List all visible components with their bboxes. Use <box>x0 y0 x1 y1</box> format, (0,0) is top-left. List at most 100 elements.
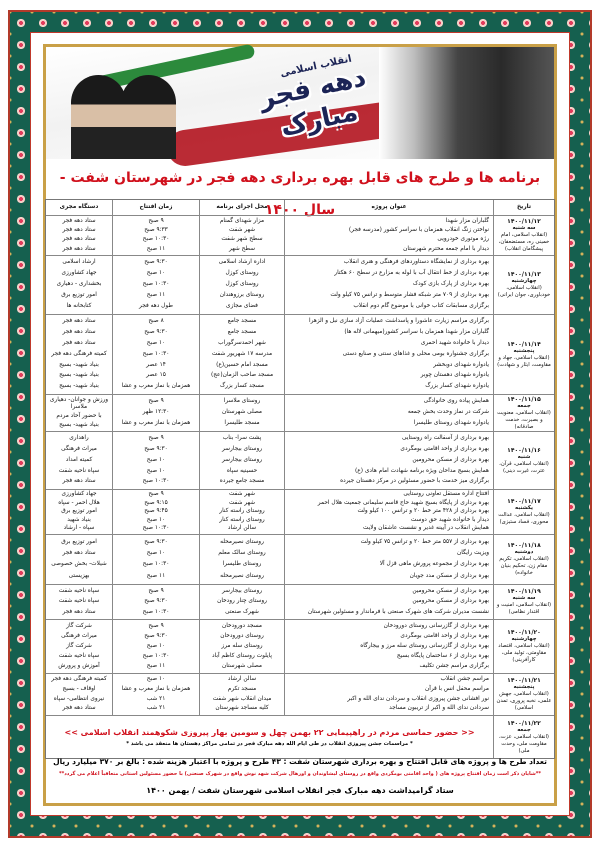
organizer: میراث فرهنگی <box>61 632 97 639</box>
march-announcement: << حضور حماسی مردم در راهپیمایی ۲۲ بهمن … <box>64 727 475 737</box>
project-title: بهره برداری از آسفالت راه روستایی <box>402 435 489 442</box>
day-row: ۱۴۰۰/۱۱/۲۱ پنجشنبه (انقلاب اسلامی، جهش علم… <box>46 673 554 715</box>
opening-time: همزمان با نماز مغرب و عشا <box>121 685 191 692</box>
location: میدان انقلاب شهر شفت <box>212 695 272 702</box>
project-title: نواختن زنگ انقلاب همزمان با سراسر کشور (… <box>348 227 489 234</box>
organizer-cell: امور توزیع برق ستاد دهه فجر شیلات- بخش خصو… <box>46 535 112 584</box>
organizer: ستاد دهه فجر <box>62 339 96 346</box>
date-cell: ۱۴۰۰/۱۱/۱۲ سه شنبه (انقلاب اسلامی، امام خم… <box>493 216 554 255</box>
project-title: بهره برداری از نمایشگاه دستاوردهای فرهنگ… <box>343 259 489 266</box>
project-title: برگزاری مراسم زیارت عاشورا و پاسداشت عمل… <box>308 318 489 325</box>
location: شهر شفت <box>228 491 256 498</box>
opening-time-cell: ۸ صبح ۹:۳۰ صبح ۱۰ صبح ۱۰:۳۰ صبح ۱۴ عصر ۱۵ عصر… <box>112 315 199 394</box>
day-row: ۱۴۰۰/۱۱/۱۳ چهارشنبه (انقلاب اسلامی، خودباو… <box>46 255 554 314</box>
day-theme: (انقلاب اسلامی، امام خمینی ره، مستضعفان،… <box>498 232 550 252</box>
day-theme: (انقلاب اسلامی، خودباوری، جوان ایرانی) <box>497 285 551 298</box>
organizer-cell: ستاد دهه فجر ستاد دهه فجر ستاد دهه فجر کمیت… <box>46 315 112 394</box>
day-row: ۱۴۰۰/۱۱/۱۲ سه شنبه (انقلاب اسلامی، امام خم… <box>46 215 554 255</box>
date-value: ۱۴۰۰/۱۱/۱۷ <box>507 498 541 505</box>
date-value: ۱۴۰۰/۱۱/۲۱ <box>507 677 541 684</box>
day-theme: (انقلاب اسلامی، جهاد و مقاومت، ایثار و ش… <box>497 354 551 368</box>
organizer: ستاد دهه فجر <box>62 318 96 325</box>
location: مسجد صاحب الزمان(عج) <box>210 372 274 379</box>
location: روستای کوزل <box>225 281 259 288</box>
note-text: **شایان ذکر است زمان افتتاح پروژه های ( … <box>58 771 541 777</box>
gold-frame <box>43 44 557 806</box>
weekday: شنبه <box>517 453 531 460</box>
project-title: نور افشانی جشن پیروزی انقلاب و سردادن ند… <box>347 695 489 702</box>
date-value: ۱۴۰۰/۱۱/۱۸ <box>507 542 541 549</box>
organizer: سپاه ناحیه شفت <box>58 598 100 605</box>
day-row: ۱۴۰۰/۱۱/۱۶ شنبه (انقلاب اسلامی، قرآن، عترت… <box>46 431 554 489</box>
location: اداره ارشاد اسلامی <box>218 259 266 266</box>
organizer: سپاه ناحیه شفت <box>58 587 100 594</box>
historical-photo <box>379 47 554 159</box>
organizer: امور توزیع برق <box>61 508 97 515</box>
location: مزار شهدای گمنام <box>219 217 265 224</box>
date-cell: ۱۴۰۰/۱۱/۱۵ جمعه (انقلاب اسلامی، معنویت و ب… <box>493 395 554 431</box>
project-title: بهره برداری از واحد اقامتی بومگردی <box>400 446 489 452</box>
organizer: آموزش و پرورش <box>58 662 100 669</box>
location: روستای دورودخان <box>220 632 264 639</box>
location-cell: پشت سرا- بناب روستای بیجارسر روستای بیجارس… <box>199 432 284 489</box>
weekday: دوشنبه <box>514 549 534 555</box>
opening-time: ۱۰:۳۰ صبح <box>142 561 170 568</box>
weekday: پنجشنبه <box>513 347 535 354</box>
project-title: دیدار با امام جمعه محترم شهرستان <box>403 245 489 252</box>
project-title: بهره برداری از خط انتقال آب با لوله به م… <box>334 270 489 277</box>
opening-time-cell: ۱۰ صبح همزمان با نماز مغرب و عشا ۲۱ شب ۲۱ ش… <box>112 674 199 715</box>
day-row: ۱۴۰۰/۱۱/۱۸ دوشنبه (انقلاب اسلامی، تکریم مق… <box>46 534 554 584</box>
opening-time: ۱۰ صبح <box>146 339 166 346</box>
project-title: یادواره شهدای دهستان چوبر <box>420 372 489 379</box>
project-title: گلباران مزار شهدا <box>445 217 489 224</box>
opening-time: ۹:۳۳ صبح <box>144 227 168 234</box>
weekday: جمعه <box>517 402 531 409</box>
project-title: بهره برداری از مسکن محرومین <box>412 456 489 463</box>
project-title-cell: افتتاح اداره مستقل تعاونی روستایی بهره بر… <box>284 490 493 534</box>
opening-time-cell: ۹ صبح ۹:۱۵ صبح ۹:۴۵ صبح ۱۰ صبح ۱۰:۳۰ صبح <box>112 490 199 534</box>
location: روستای سالک معلم <box>218 550 266 557</box>
day-theme: (انقلاب اسلامی، امنیت و اقتدار نظامی) <box>496 602 552 615</box>
organizer: اوقاف - بسیج <box>62 685 96 692</box>
organizer: امور توزیع برق <box>61 538 97 545</box>
opening-time-cell: ۹ صبح ۹:۳۰ صبح ۱۰:۳۰ صبح <box>112 585 199 619</box>
organizer: با حضور آحاد مردم <box>56 413 102 419</box>
date-cell: ۱۴۰۰/۱۱/۱۴ پنجشنبه (انقلاب اسلامی، جهاد و … <box>493 315 554 394</box>
location-cell: مسجد دورودخان روستای دورودخان روستای سله م… <box>199 620 284 673</box>
opening-time: ۸ صبح <box>148 318 164 325</box>
opening-time: همزمان با نماز مغرب و عشا <box>121 383 191 390</box>
weekday: سه شنبه <box>512 225 536 231</box>
project-title-cell: گلباران مزار شهدا نواختن زنگ انقلاب همزما… <box>284 216 493 255</box>
project-title: بهره برداری از مجموعه پرورش ماهی قزل آلا <box>379 561 489 568</box>
day-theme: (انقلاب اسلامی، قرآن، عترت، غیرت دینی) <box>499 460 549 474</box>
location: مصلی شهرستان <box>221 409 263 416</box>
date-value: ۱۴۰۰/۱۱/۱۴ <box>507 340 541 348</box>
project-title: بهره برداری از مسکن محرومین <box>412 598 489 605</box>
opening-time-cell: ۹ صبح ۱۲:۳۰ ظهر همزمان با نماز مغرب و عشا <box>112 395 199 431</box>
opening-time: همزمان با نماز مغرب و عشا <box>121 420 191 427</box>
opening-time: ۱۱ صبح <box>146 572 166 579</box>
organizer-cell: ارشاد اسلامی جهاد کشاورزی بخشداری - دهیاری… <box>46 256 112 314</box>
organizer: کمیته فرهنگی دهه فجر <box>51 676 107 683</box>
location-cell: روستای بیجارسر روستای چنار رودخان شهرک صنع… <box>199 585 284 619</box>
organizer: نیروی انتظامی- سپاه <box>53 695 105 702</box>
location: مسجد جامع <box>227 318 257 325</box>
location: شهرک صنعتی <box>225 608 259 615</box>
opening-time: ۹ صبح <box>148 491 164 498</box>
organizer-cell: ستاد دهه فجر ستاد دهه فجر ستاد دهه فجر ستاد… <box>46 216 112 255</box>
weekday: سه شنبه <box>512 595 536 601</box>
date-value: ۱۴۰۰/۱۱/۱۵ <box>507 395 541 403</box>
organizer: بهزیستی <box>68 572 90 579</box>
opening-time: ۱۰ صبح <box>146 456 166 463</box>
location: روستای راسته کنار <box>219 516 265 523</box>
opening-time: ۱۰:۳۰ صبح <box>142 236 170 243</box>
project-title: سردادن ندای الله و اکبر از تریبون مساجد <box>389 705 489 712</box>
organizer-cell: شرکت گاز میراث فرهنگی شرکت گاز سپاه ناحیه ش… <box>46 620 112 673</box>
location: سطح شهر <box>229 245 255 252</box>
opening-time: ۱۰:۳۰ صبح <box>142 281 170 288</box>
location: روستای کوزل <box>225 270 259 277</box>
organizer: بنیاد شهید <box>67 516 91 523</box>
table-header: تاریخ عنوان پروژه محل اجرای برنامه زمان … <box>46 200 554 215</box>
opening-time: ۱۰:۳۰ صبح <box>142 478 170 485</box>
project-title: نشست مدیران شرکت های شهرک صنعتی با فرمان… <box>307 608 489 615</box>
